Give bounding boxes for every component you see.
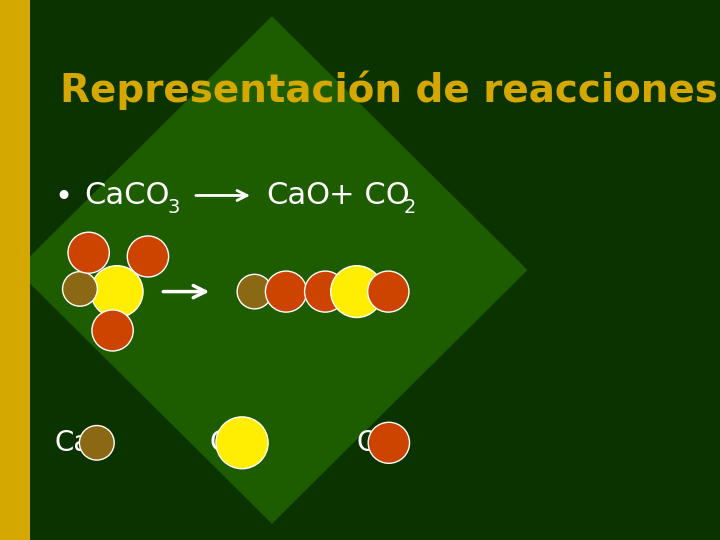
Circle shape	[266, 271, 307, 312]
Circle shape	[216, 417, 268, 469]
Circle shape	[63, 272, 97, 306]
Circle shape	[68, 232, 109, 273]
Circle shape	[91, 266, 143, 318]
Circle shape	[92, 310, 133, 351]
Text: 2: 2	[403, 198, 416, 218]
Text: + CO: + CO	[329, 181, 410, 210]
Text: O: O	[356, 429, 378, 457]
Circle shape	[368, 271, 409, 312]
Text: CaO: CaO	[266, 181, 330, 210]
Text: •: •	[55, 183, 73, 212]
Text: 3: 3	[168, 198, 180, 218]
Circle shape	[330, 266, 383, 318]
Circle shape	[127, 236, 168, 277]
Circle shape	[305, 271, 346, 312]
FancyBboxPatch shape	[0, 0, 30, 540]
Circle shape	[368, 422, 410, 463]
Circle shape	[79, 426, 114, 460]
Text: C: C	[210, 429, 229, 457]
Circle shape	[237, 274, 272, 309]
Text: Representación de reacciones.: Representación de reacciones.	[60, 70, 720, 110]
Text: Ca: Ca	[55, 429, 91, 457]
Text: CaCO: CaCO	[84, 181, 170, 210]
Polygon shape	[17, 16, 528, 524]
